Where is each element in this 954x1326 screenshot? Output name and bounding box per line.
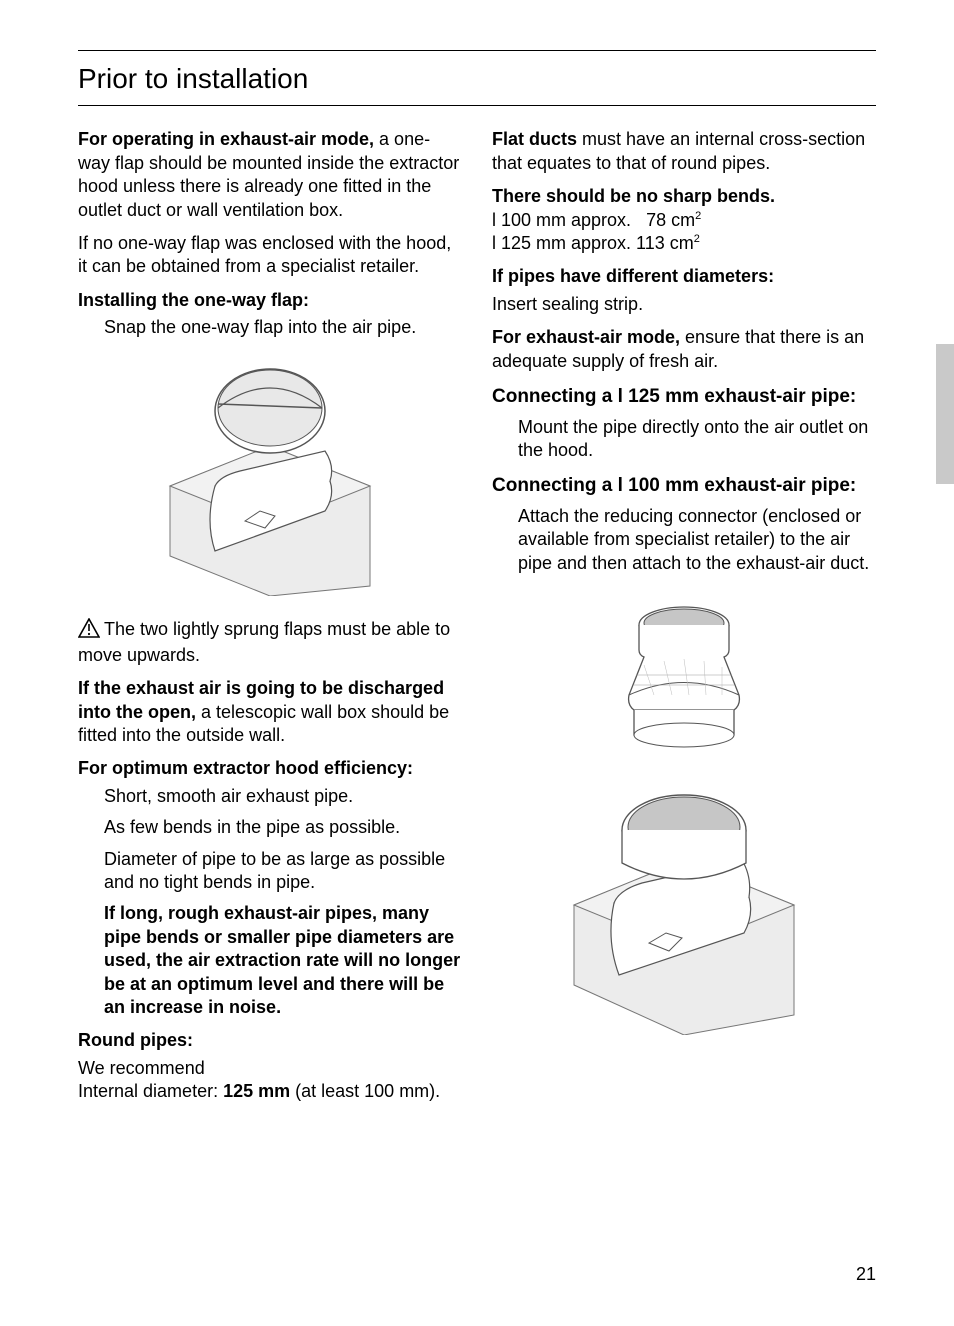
heading-install-flap: Installing the one-way flap:	[78, 289, 462, 312]
heading-connect-100: Connecting a l 100 mm exhaust-air pipe:	[492, 474, 876, 499]
page-title: Prior to installation	[78, 59, 876, 105]
title-underline	[78, 105, 876, 106]
optimum-li1: Short, smooth air exhaust pipe.	[78, 785, 462, 808]
diff-body: Insert sealing strip.	[492, 293, 876, 316]
heading-no-bends: There should be no sharp bends.	[492, 185, 876, 208]
warning-text: The two lightly sprung flaps must be abl…	[78, 619, 450, 665]
round-line1: We recommend	[78, 1057, 462, 1080]
round-l2a: Internal diameter:	[78, 1081, 223, 1101]
left-column: For operating in exhaust-air mode, a one…	[78, 128, 462, 1103]
warning-para: The two lightly sprung flaps must be abl…	[78, 618, 462, 668]
round-line2: Internal diameter: 125 mm (at least 100 …	[78, 1080, 462, 1103]
connector-diagram-svg	[554, 595, 814, 1035]
round-l2b: 125 mm	[223, 1081, 290, 1101]
para-discharge: If the exhaust air is going to be discha…	[78, 677, 462, 747]
page-edge-tab	[936, 344, 954, 484]
optimum-li4: If long, rough exhaust-air pipes, many p…	[78, 902, 462, 1019]
heading-optimum: For optimum extractor hood efficiency:	[78, 757, 462, 780]
page-number: 21	[856, 1263, 876, 1286]
install-flap-body: Snap the one-way flap into the air pipe.	[78, 316, 462, 339]
dia125-text: l 125 mm approx. 113 cm	[492, 233, 694, 253]
bold-lead: For operating in exhaust-air mode,	[78, 129, 379, 149]
dia100-text: l 100 mm approx. 78 cm	[492, 210, 695, 230]
dia-125-line: l 125 mm approx. 113 cm2	[492, 232, 876, 255]
body-connect-125: Mount the pipe directly onto the air out…	[492, 416, 876, 463]
heading-connect-125: Connecting a l 125 mm exhaust-air pipe:	[492, 385, 876, 410]
sup-2: 2	[695, 210, 701, 222]
flap-diagram-svg	[150, 356, 390, 596]
heading-diff-diameters: If pipes have different diameters:	[492, 265, 876, 288]
optimum-li2: As few bends in the pipe as possible.	[78, 816, 462, 839]
two-column-layout: For operating in exhaust-air mode, a one…	[78, 128, 876, 1103]
figure-connector-diagram	[492, 595, 876, 1035]
optimum-li3: Diameter of pipe to be as large as possi…	[78, 848, 462, 895]
para-no-flap: If no one-way flap was enclosed with the…	[78, 232, 462, 279]
para-exhaust-mode: For exhaust-air mode, ensure that there …	[492, 326, 876, 373]
top-rule	[78, 50, 876, 51]
round-l2c: (at least 100 mm).	[290, 1081, 440, 1101]
heading-round-pipes: Round pipes:	[78, 1029, 462, 1052]
page-content: Prior to installation For operating in e…	[0, 0, 954, 1104]
dia-100-line: l 100 mm approx. 78 cm2	[492, 209, 876, 232]
right-column: Flat ducts must have an internal cross-s…	[492, 128, 876, 1103]
bold-lead: For exhaust-air mode,	[492, 327, 685, 347]
sup-2: 2	[694, 233, 700, 245]
figure-flap-diagram	[78, 356, 462, 596]
bold-lead: Flat ducts	[492, 129, 577, 149]
para-operating: For operating in exhaust-air mode, a one…	[78, 128, 462, 222]
warning-icon	[78, 618, 100, 644]
para-flat-ducts: Flat ducts must have an internal cross-s…	[492, 128, 876, 175]
body-connect-100: Attach the reducing connector (enclosed …	[492, 505, 876, 575]
